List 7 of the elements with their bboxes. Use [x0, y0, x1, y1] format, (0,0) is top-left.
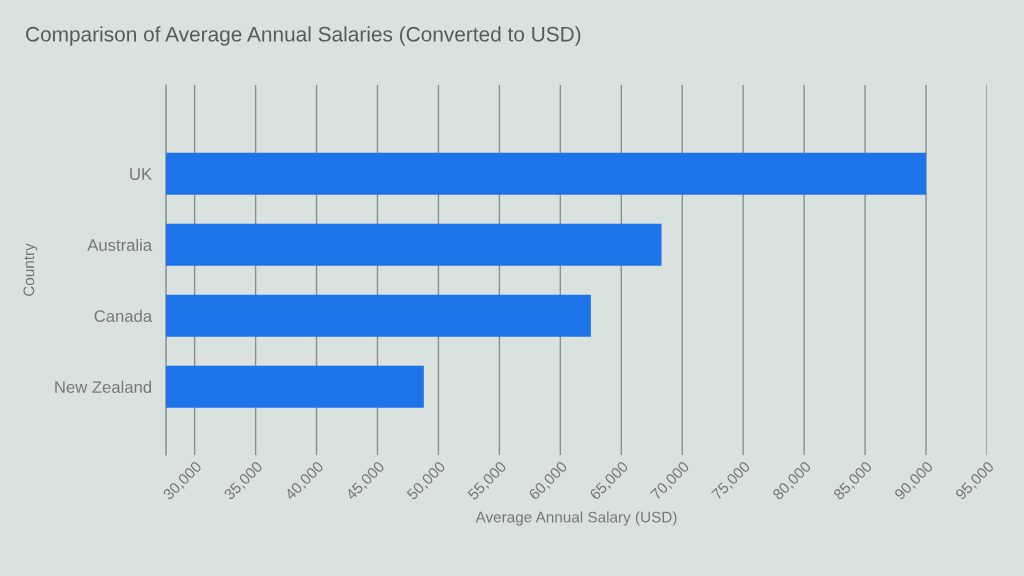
- y-tick-label: Canada: [94, 309, 153, 323]
- y-tick-label: UK: [130, 168, 152, 180]
- y-axis-title: Country: [23, 243, 38, 296]
- x-axis-title: Average Annual Salary (USD): [475, 511, 677, 526]
- y-tick-label: New Zealand: [55, 380, 152, 394]
- chart-title: Comparison of Average Annual Salaries (Converted to USD): [26, 26, 581, 46]
- y-tick-label: Australia: [87, 238, 153, 251]
